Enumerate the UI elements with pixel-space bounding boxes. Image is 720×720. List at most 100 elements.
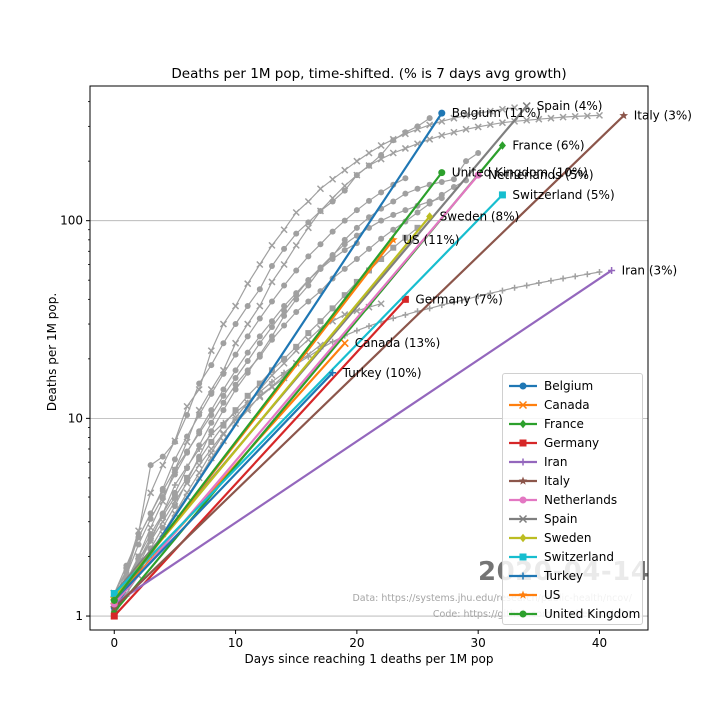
series-end-point (438, 109, 446, 117)
history-point (475, 293, 482, 300)
history-point (281, 312, 288, 319)
history-point (511, 104, 519, 112)
history-point (535, 115, 543, 123)
history-point (256, 286, 263, 293)
history-point (316, 185, 325, 193)
history-point (474, 123, 482, 131)
history-line (113, 107, 515, 594)
history-point (341, 182, 349, 190)
legend-label: Turkey (544, 569, 584, 583)
history-point (281, 307, 288, 314)
legend-label: France (544, 417, 584, 431)
history-line (113, 197, 442, 594)
history-point (281, 369, 288, 376)
history-point (232, 381, 239, 388)
history-point (486, 107, 494, 115)
history-point (196, 428, 203, 435)
history-point (438, 117, 446, 125)
legend-label: US (544, 588, 561, 602)
legend-swatch (509, 439, 537, 447)
series-end-label: France (6%) (512, 139, 584, 153)
history-point (196, 411, 203, 418)
legend-label: Switzerland (544, 550, 614, 564)
history-point (535, 279, 542, 286)
legend-label: Netherlands (544, 493, 618, 507)
history-point (268, 318, 275, 325)
series-end-label: Spain (4%) (537, 99, 603, 113)
history-point (195, 461, 203, 469)
history-point (341, 247, 348, 254)
history-point (377, 300, 385, 308)
history-point (305, 282, 312, 289)
history-point (196, 442, 203, 449)
history-point (487, 290, 494, 297)
history-point (159, 453, 166, 460)
history-point (292, 241, 300, 249)
legend-swatch (509, 553, 537, 561)
legend-swatch-marker (519, 439, 527, 447)
legend-swatch (509, 590, 537, 599)
history-point (256, 260, 264, 269)
history-point (281, 245, 288, 252)
series-end-label: Belgium (11%) (452, 106, 541, 120)
series-end-point (619, 111, 629, 120)
legend-swatch-marker (519, 419, 527, 429)
history-point (596, 269, 603, 275)
legend-swatch-marker (518, 400, 528, 410)
history-point (547, 114, 555, 122)
history-point (171, 482, 178, 489)
legend-item: United Kingdom (509, 605, 640, 623)
history-point (426, 198, 433, 205)
legend-swatch-marker (518, 476, 528, 485)
history-point (171, 497, 179, 505)
history-point (401, 130, 409, 138)
history-point (426, 305, 433, 312)
history-point (305, 253, 312, 260)
history-point (341, 292, 348, 299)
history-point (366, 323, 372, 330)
history-point (293, 343, 300, 350)
history-point (438, 302, 445, 309)
series-line-belgium (113, 112, 443, 609)
legend-swatch-marker (519, 458, 527, 466)
history-point (462, 111, 470, 119)
legend-label: Germany (544, 436, 600, 450)
legend-label: Canada (544, 398, 590, 412)
legend-item: Iran (509, 453, 567, 471)
history-point (220, 386, 227, 393)
history-point (244, 303, 251, 310)
history-point (171, 494, 178, 501)
history-point (268, 383, 276, 391)
series-start-point (110, 596, 118, 604)
history-point (232, 367, 239, 374)
legend-swatch-marker (519, 496, 527, 504)
history-point (401, 144, 409, 152)
history-point (511, 284, 518, 291)
history-point (341, 187, 348, 194)
history-point (281, 303, 288, 310)
history-point (498, 105, 506, 113)
legend-swatch (509, 476, 537, 485)
series-end-label: Iran (3%) (622, 263, 678, 277)
history-point (426, 115, 433, 122)
series-end-label: Sweden (8%) (440, 209, 520, 223)
history-point (523, 282, 530, 289)
series-end-point (474, 171, 482, 179)
history-point (353, 327, 360, 334)
history-point (341, 166, 349, 174)
history-point (402, 311, 409, 318)
history-point (329, 305, 336, 312)
history-point (377, 155, 385, 163)
history-point (559, 113, 567, 121)
history-point (171, 456, 178, 463)
legend-swatch (509, 610, 537, 618)
history-point (402, 234, 409, 241)
history-point (280, 260, 288, 269)
history-point (329, 228, 336, 235)
x-tick-label: 20 (349, 636, 364, 650)
history-point (281, 322, 288, 329)
history-point (147, 510, 154, 517)
history-point (220, 370, 227, 377)
series-line-italy (113, 114, 625, 609)
history-point (389, 149, 397, 157)
